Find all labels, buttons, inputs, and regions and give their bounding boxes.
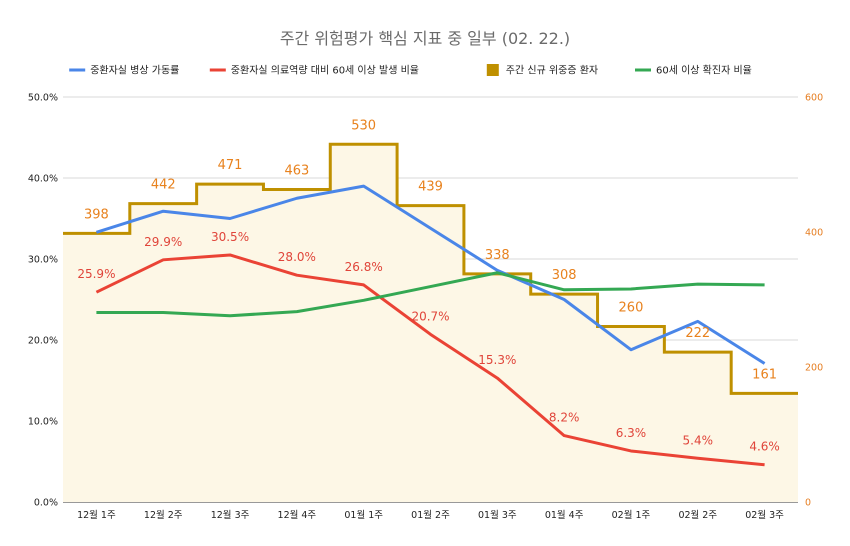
legend-label: 중환자실 병상 가동률 (90, 65, 179, 77)
severe-cases-data-label: 222 (685, 326, 710, 341)
severe-cases-data-label: 260 (619, 301, 644, 316)
y-left-tick-label: 20.0% (28, 336, 58, 347)
x-tick-label: 02월 1주 (612, 509, 651, 521)
elderly-confirmed-ratio-line (96, 271, 765, 318)
y-right-tick-label: 400 (805, 228, 823, 239)
severe-cases-data-label: 442 (151, 178, 176, 193)
severe-cases-data-label: 308 (552, 268, 577, 283)
x-tick-label: 02월 2주 (678, 509, 717, 521)
severe-cases-data-label: 338 (485, 248, 510, 263)
area-layer (63, 142, 798, 502)
data-label-layer: 25.9% 29.9% 30.5% 28.0% 26.8% 20.7% 15.3% 8.2% 6… (77, 118, 779, 453)
severe-cases-data-label: 398 (84, 207, 109, 222)
chart-legend: 중환자실 병상 가동률 중환자실 의료역량 대비 60세 이상 발생 비율 주간 신… (69, 64, 752, 77)
severe-cases-step-line (63, 142, 798, 395)
y-left-tick-label: 40.0% (28, 174, 58, 185)
x-tick-label: 12월 2주 (144, 509, 183, 521)
elderly-to-icu-data-label: 5.4% (683, 433, 714, 447)
x-tick-label: 02월 3주 (745, 509, 784, 521)
y-left-tick-label: 10.0% (28, 417, 58, 428)
severe-cases-area (63, 144, 798, 502)
elderly-to-icu-data-label: 20.7% (411, 309, 449, 323)
y-right-tick-label: 0 (805, 498, 811, 509)
x-tick-label: 01월 4주 (545, 509, 584, 521)
chart-title: 주간 위험평가 핵심 지표 중 일부 (02. 22.) (280, 29, 570, 48)
severe-cases-data-label: 530 (351, 118, 376, 133)
legend-swatch (486, 64, 499, 76)
legend-label: 주간 신규 위중증 환자 (506, 64, 598, 77)
y-right-tick-label: 200 (805, 363, 823, 374)
elderly-to-icu-data-label: 29.9% (144, 235, 182, 249)
severe-cases-data-label: 439 (418, 180, 443, 195)
x-tick-label: 12월 1주 (77, 509, 116, 521)
icu-occupancy-line (95, 184, 766, 365)
severe-cases-data-label: 161 (752, 367, 777, 382)
x-tick-label: 01월 1주 (344, 509, 383, 521)
elderly-to-icu-data-label: 30.5% (211, 230, 249, 244)
elderly-to-icu-data-label: 6.3% (616, 426, 647, 440)
severe-cases-data-label: 463 (284, 163, 309, 178)
y-left-tick-label: 0.0% (34, 498, 58, 509)
elderly-to-icu-data-label: 26.8% (345, 260, 383, 274)
legend-label: 60세 이상 확진자 비율 (656, 65, 752, 77)
x-tick-label: 01월 2주 (411, 509, 450, 521)
y-left-tick-label: 30.0% (28, 255, 58, 266)
y-right-tick-label: 600 (805, 93, 823, 104)
elderly-to-icu-capacity-line (95, 253, 765, 467)
y-left-tick-label: 50.0% (28, 93, 58, 104)
elderly-to-icu-data-label: 25.9% (77, 267, 115, 281)
elderly-to-icu-data-label: 15.3% (478, 353, 516, 367)
x-tick-label: 01월 3주 (478, 509, 517, 521)
legend-label: 중환자실 의료역량 대비 60세 이상 발생 비율 (231, 65, 419, 77)
x-tick-label: 12월 4주 (278, 509, 317, 521)
line-layer (95, 184, 766, 467)
elderly-to-icu-data-label: 4.6% (749, 440, 780, 454)
elderly-to-icu-data-label: 8.2% (549, 411, 580, 425)
axis-layer: 0.0% 10.0% 20.0% 30.0% 40.0% 50.0% 0 200 400 600 1… (28, 93, 823, 522)
severe-cases-data-label: 471 (218, 158, 243, 173)
elderly-to-icu-data-label: 28.0% (278, 250, 316, 264)
x-tick-label: 12월 3주 (211, 509, 250, 521)
